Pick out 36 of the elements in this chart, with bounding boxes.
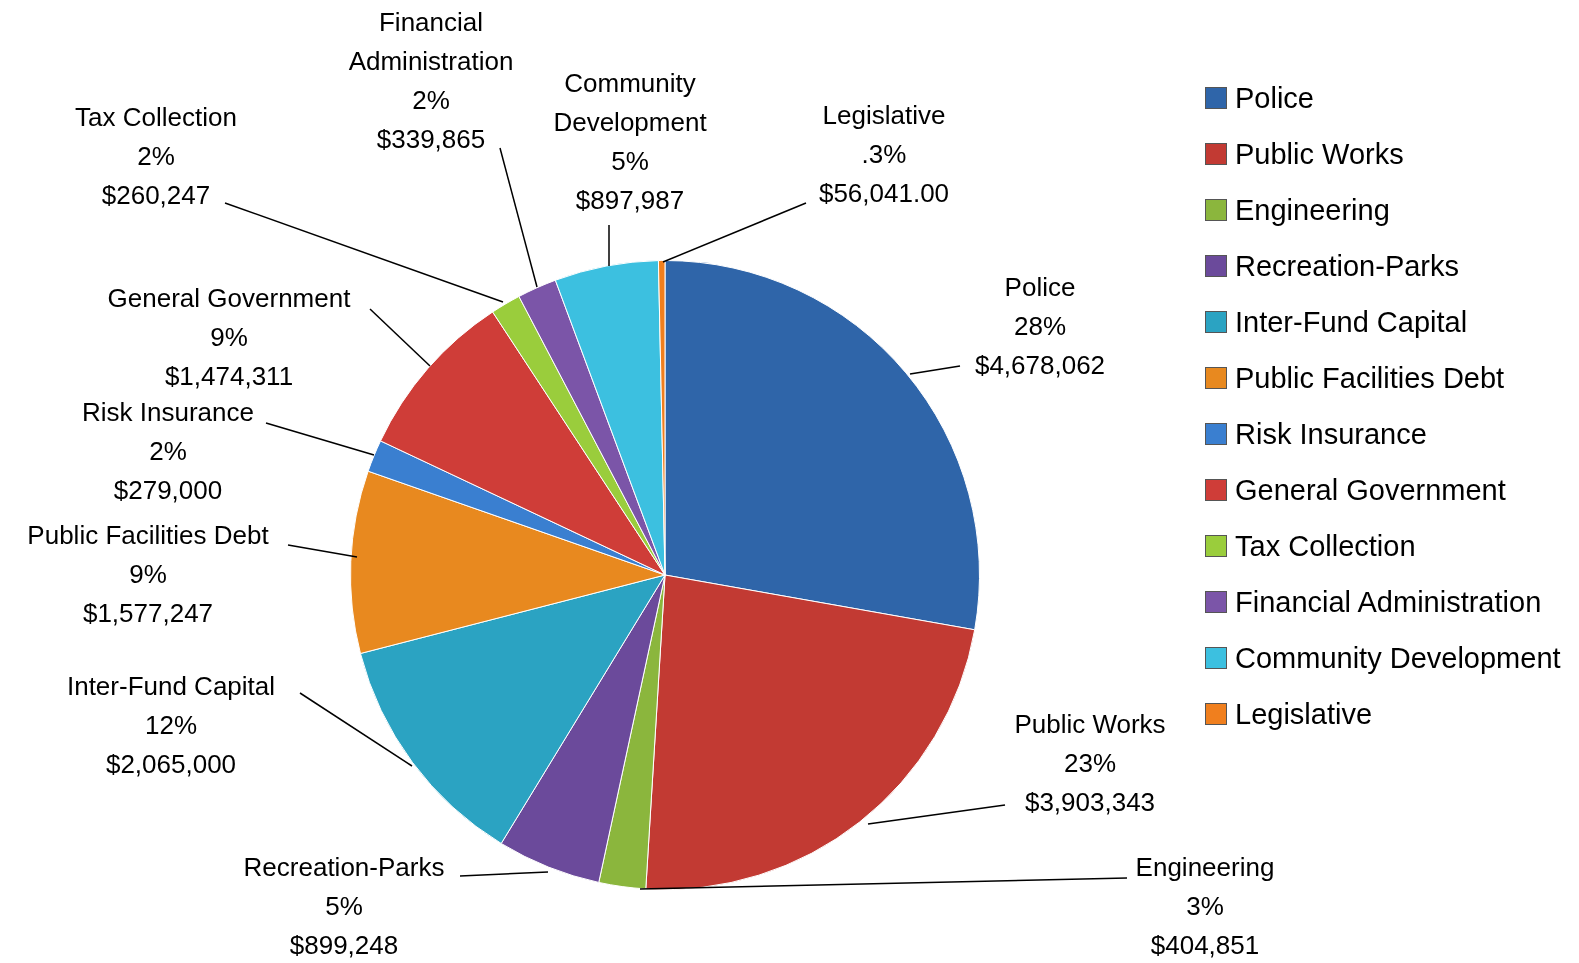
- legend-label: Public Facilities Debt: [1235, 361, 1505, 395]
- data-label: 5% $897,987: [575, 145, 685, 215]
- legend-label: Inter-Fund Capital: [1235, 305, 1468, 339]
- slice-label: Engineering: [1135, 852, 1275, 883]
- legend-label: Risk Insurance: [1235, 417, 1427, 451]
- legend-label: General Government: [1235, 473, 1506, 507]
- slice-label: General Government: [107, 283, 352, 314]
- slice-label: Inter-Fund Capital: [66, 671, 276, 702]
- legend-label: Police: [1235, 81, 1314, 115]
- legend-label: Legislative: [1235, 697, 1373, 731]
- legend-label: Public Works: [1235, 137, 1404, 171]
- slice-label: Recreation-Parks: [243, 852, 445, 883]
- legend-label: Engineering: [1235, 193, 1390, 227]
- slice-label: Tax Collection: [75, 102, 237, 133]
- data-label: 2% $279,000: [113, 436, 223, 506]
- data-label: .3% $56,041.00: [818, 139, 950, 209]
- data-label: 9% $1,577,247: [82, 559, 214, 629]
- data-label: 2% $339,865: [376, 84, 486, 154]
- data-label: 12% $2,065,000: [105, 710, 237, 780]
- data-label: 2% $260,247: [101, 141, 211, 211]
- legend-label: Recreation-Parks: [1235, 249, 1460, 283]
- slice-label: Risk Insurance: [82, 397, 254, 428]
- data-label: 28% $4,678,062: [974, 311, 1106, 381]
- slice-label: Financial Administration: [348, 6, 514, 76]
- data-label: 9% $1,474,311: [164, 322, 294, 392]
- data-label: 3% $404,851: [1150, 891, 1260, 961]
- data-label: 23% $3,903,343: [1024, 748, 1156, 818]
- slice-label: Public Works: [1014, 709, 1166, 740]
- legend-label: Financial Administration: [1235, 585, 1542, 619]
- slice-label: Police: [1004, 272, 1076, 303]
- slice-label: Community Development: [553, 67, 708, 137]
- data-label: 5% $899,248: [289, 891, 399, 961]
- legend-label: Community Development: [1235, 641, 1561, 675]
- slice-label: Legislative: [822, 100, 946, 131]
- slice-label: Public Facilities Debt: [27, 520, 270, 551]
- legend-label: Tax Collection: [1235, 529, 1416, 563]
